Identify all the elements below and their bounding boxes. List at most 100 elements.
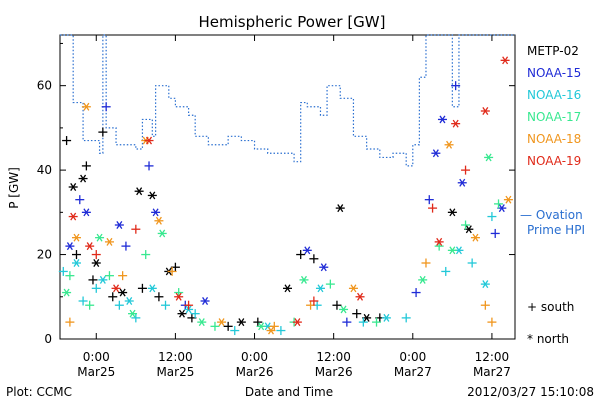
north-point xyxy=(118,288,128,297)
plot-frame xyxy=(59,34,516,340)
north-point xyxy=(98,275,108,284)
x-tick-label-date: Mar26 xyxy=(236,365,274,379)
legend-noaa-19: NOAA-19 xyxy=(527,154,581,168)
x-tick-label-time: 0:00 xyxy=(399,350,426,364)
north-point xyxy=(447,246,457,255)
legend-ovation-label: — Ovation xyxy=(520,208,583,222)
south-point xyxy=(325,279,335,289)
south-point xyxy=(71,250,81,260)
north-point xyxy=(256,322,266,331)
south-point xyxy=(372,317,382,327)
north-point xyxy=(335,204,345,213)
north-point xyxy=(85,242,95,251)
south-point xyxy=(167,266,177,276)
north-point xyxy=(457,178,467,187)
south-point xyxy=(154,292,164,302)
y-tick-label: 20 xyxy=(37,248,52,262)
north-point xyxy=(151,208,161,217)
north-point xyxy=(81,208,91,217)
y-tick-label: 0 xyxy=(44,332,52,346)
south-point xyxy=(101,102,111,112)
legend-north-marker: * north xyxy=(527,332,569,346)
x-axis-label: Date and Time xyxy=(245,385,333,399)
north-point xyxy=(134,187,144,196)
legend-noaa-17: NOAA-17 xyxy=(527,110,581,124)
south-point xyxy=(332,300,342,310)
x-tick-label-date: Mar25 xyxy=(77,365,115,379)
north-point xyxy=(447,208,457,217)
north-point xyxy=(71,233,81,242)
chart-title: Hemispheric Power [GW] xyxy=(199,13,386,31)
south-point xyxy=(451,81,461,91)
north-point xyxy=(434,237,444,246)
south-point xyxy=(210,321,220,331)
south-point xyxy=(352,309,362,319)
south-point xyxy=(88,275,98,285)
north-point xyxy=(302,246,312,255)
south-point xyxy=(424,195,434,205)
south-point xyxy=(190,309,200,319)
legend-noaa-15: NOAA-15 xyxy=(527,66,581,80)
north-point xyxy=(480,280,490,289)
south-point xyxy=(296,250,306,260)
south-point xyxy=(411,288,421,298)
south-point xyxy=(65,271,75,281)
north-point xyxy=(451,119,461,128)
y-axis-label: P [GW] xyxy=(7,167,21,209)
ovation-hpi-path xyxy=(60,34,515,167)
south-point xyxy=(91,250,101,260)
south-point xyxy=(269,321,279,331)
south-point xyxy=(276,326,286,336)
north-point xyxy=(78,174,88,183)
north-point xyxy=(217,318,227,327)
south-point xyxy=(91,283,101,293)
south-point xyxy=(58,266,68,276)
north-point xyxy=(68,183,78,191)
south-point xyxy=(108,292,118,302)
legend-noaa-18: NOAA-18 xyxy=(527,132,581,146)
north-point xyxy=(174,292,184,301)
south-point xyxy=(104,271,114,281)
north-point xyxy=(431,149,441,158)
south-point xyxy=(461,220,471,230)
south-point xyxy=(309,296,319,306)
north-point xyxy=(236,318,246,327)
north-point xyxy=(128,309,138,318)
data-points xyxy=(58,56,513,336)
plot-source-label: Plot: CCMC xyxy=(6,385,72,399)
south-point xyxy=(490,228,500,238)
south-point xyxy=(65,317,75,327)
south-point xyxy=(81,161,91,171)
north-point xyxy=(292,318,302,327)
south-point xyxy=(85,300,95,310)
y-tick-label: 60 xyxy=(37,79,52,93)
north-point xyxy=(147,191,157,200)
north-point xyxy=(339,305,349,314)
south-point xyxy=(421,258,431,268)
south-point xyxy=(467,258,477,268)
south-point xyxy=(461,165,471,175)
south-point xyxy=(62,136,72,146)
north-point xyxy=(470,233,480,242)
x-tick-label-date: Mar27 xyxy=(394,365,432,379)
south-point xyxy=(230,326,240,336)
north-point xyxy=(111,284,121,293)
north-point xyxy=(348,284,358,293)
north-point xyxy=(114,221,124,229)
south-point xyxy=(184,300,194,310)
ovation-prime-hpi-line xyxy=(60,34,515,167)
north-point xyxy=(177,309,187,318)
south-point xyxy=(131,224,141,234)
north-point xyxy=(62,288,72,297)
north-point xyxy=(154,216,164,225)
north-point xyxy=(104,237,114,246)
legend-noaa-16: NOAA-16 xyxy=(527,88,581,102)
south-point xyxy=(487,212,497,222)
x-tick-label-time: 0:00 xyxy=(83,350,110,364)
y-axis: 0 20 40 60 xyxy=(37,42,515,346)
north-point xyxy=(319,263,329,272)
south-point xyxy=(358,317,368,327)
north-point xyxy=(381,313,391,322)
north-point xyxy=(65,242,75,251)
